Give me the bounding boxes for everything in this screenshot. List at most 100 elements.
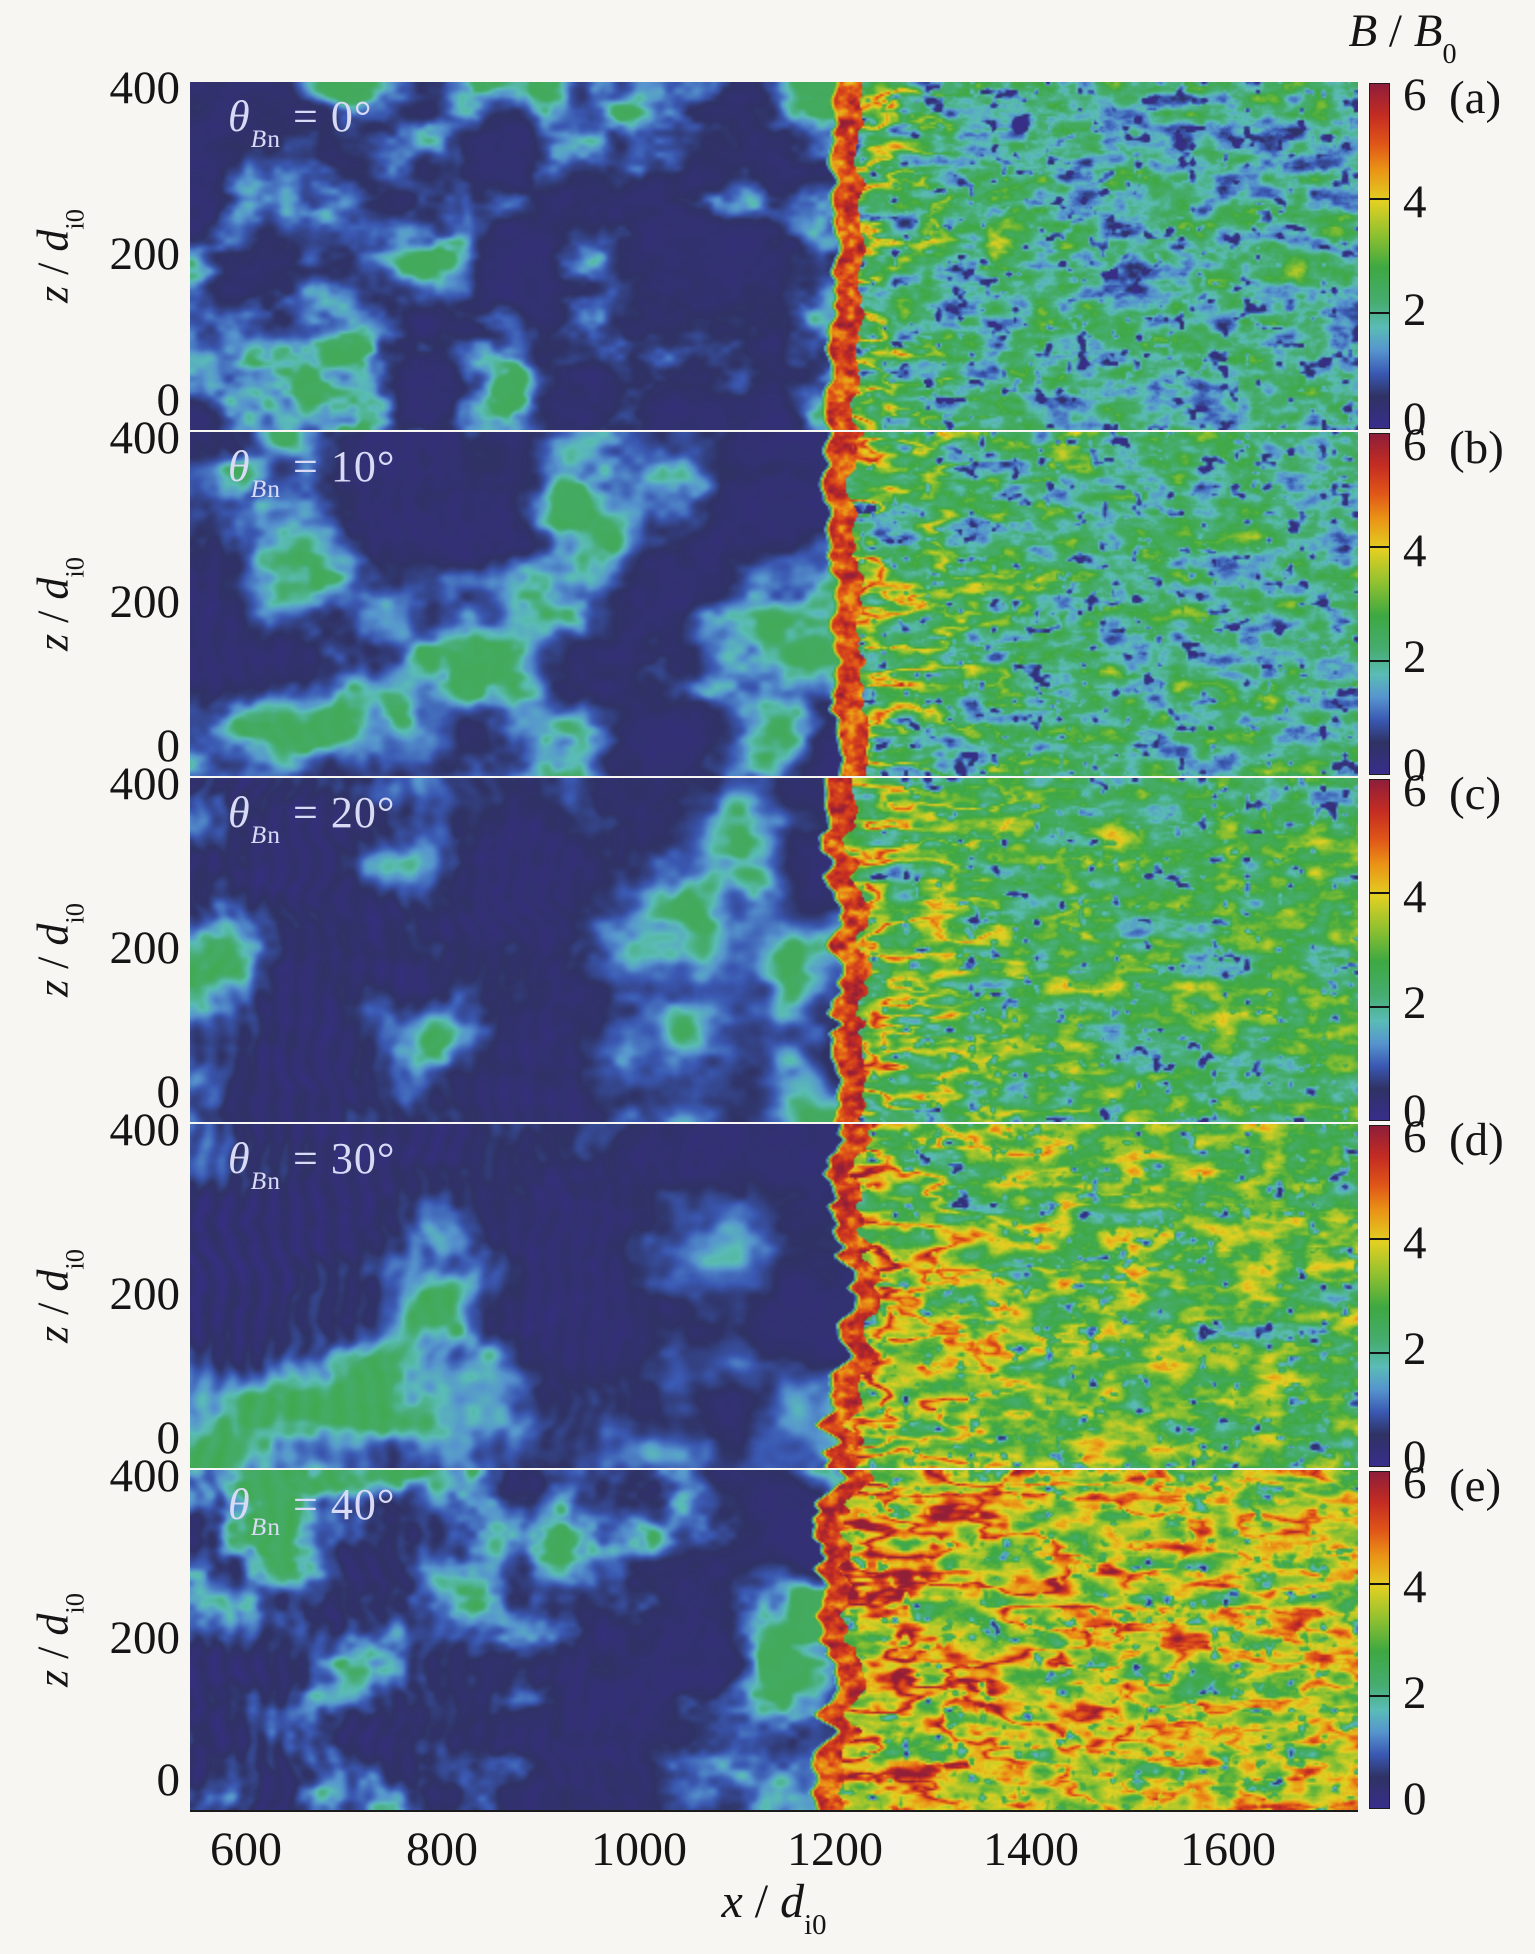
colorbar-tickline-2 <box>1370 1005 1389 1008</box>
z-label-sub: i0 <box>59 903 90 924</box>
cb-tick-6: 6 <box>1403 419 1427 471</box>
z-axis-label: z / di0 <box>28 557 90 651</box>
z-label-slash: / <box>28 251 78 286</box>
panel-row-b: 400 200 0 z / di0 θBn = 10° 6 4 2 0 (b) <box>0 414 1535 791</box>
z-tick-400: 400 <box>109 412 181 464</box>
z-label-var: z <box>28 633 78 651</box>
cb-tick-4: 4 <box>1403 175 1427 228</box>
z-tick-200: 200 <box>109 1612 181 1664</box>
cb-tick-0: 0 <box>1403 739 1427 791</box>
z-tick-200: 200 <box>109 1268 181 1320</box>
z-tick-200: 200 <box>109 228 181 280</box>
z-tick-0: 0 <box>156 1754 181 1806</box>
x-tick-600: 600 <box>210 1823 282 1876</box>
z-axis-label: z / di0 <box>28 903 90 997</box>
heatmap-canvas-e <box>190 1470 1358 1810</box>
cb-tick-0: 0 <box>1403 393 1427 445</box>
theta-value: 30° <box>330 1134 396 1183</box>
z-label-var: z <box>28 1669 78 1687</box>
theta-sub-B: B <box>250 820 268 850</box>
colorbar-tickline-4 <box>1370 892 1389 895</box>
x-tick-1400: 1400 <box>983 1823 1079 1876</box>
z-tick-200: 200 <box>109 576 181 628</box>
theta-label-b: θBn = 10° <box>228 442 395 508</box>
theta-sub-B: B <box>250 124 268 154</box>
z-axis-label: z / di0 <box>28 209 90 303</box>
z-tick-0: 0 <box>156 374 181 426</box>
cb-tick-2: 2 <box>1403 977 1427 1030</box>
z-axis-label: z / di0 <box>28 1593 90 1687</box>
z-label-slash: / <box>28 1291 78 1326</box>
colorbar-tickline-4 <box>1370 1582 1389 1585</box>
z-label-d: d <box>28 577 78 600</box>
x-axis-label: x / di0 <box>614 1874 934 1947</box>
z-label-slash: / <box>28 1635 78 1670</box>
x-tick-1600: 1600 <box>1180 1823 1276 1876</box>
cb-tick-6: 6 <box>1403 765 1427 817</box>
cb-tick-6: 6 <box>1403 1457 1427 1509</box>
colorbar-title-B: B <box>1348 5 1378 57</box>
theta-symbol: θ <box>228 788 251 837</box>
colorbar-tickline-4 <box>1370 546 1389 549</box>
cb-tick-2: 2 <box>1403 1323 1427 1376</box>
cb-tick-4: 4 <box>1403 1561 1427 1614</box>
cb-tick-0: 0 <box>1403 1773 1427 1825</box>
theta-sub-n: n <box>267 474 281 504</box>
z-label-var: z <box>28 1325 78 1343</box>
theta-equals: = <box>280 1134 331 1183</box>
x-tick-1200: 1200 <box>787 1823 883 1876</box>
panel-row-d: 400 200 0 z / di0 θBn = 30° 6 4 2 0 (d) <box>0 1106 1535 1483</box>
heatmap-canvas-d <box>190 1124 1358 1468</box>
colorbar-title: B / B0 <box>1295 2 1510 77</box>
theta-equals: = <box>280 1480 331 1529</box>
colorbar-tickline-4 <box>1370 1238 1389 1241</box>
colorbar-b <box>1369 433 1390 775</box>
x-tick-1000: 1000 <box>591 1823 687 1876</box>
panel-letter-e: (e) <box>1449 1460 1502 1512</box>
z-label-var: z <box>28 285 78 303</box>
colorbar-tickline-2 <box>1370 1695 1389 1697</box>
theta-value: 20° <box>330 788 396 837</box>
x-label-sub: i0 <box>804 1908 827 1941</box>
z-tick-0: 0 <box>156 1412 181 1464</box>
heatmap-canvas-b <box>190 432 1358 776</box>
theta-value: 40° <box>330 1480 396 1529</box>
cb-tick-4: 4 <box>1403 870 1427 923</box>
panel-letter-b: (b) <box>1449 422 1504 474</box>
cb-tick-0: 0 <box>1403 1085 1427 1137</box>
cb-tick-4: 4 <box>1403 1216 1427 1269</box>
cb-tick-2: 2 <box>1403 1666 1427 1719</box>
theta-label-d: θBn = 30° <box>228 1134 395 1200</box>
theta-sub-B: B <box>250 1512 268 1542</box>
theta-sub-B: B <box>250 1166 268 1196</box>
z-axis-label: z / di0 <box>28 1249 90 1343</box>
cb-tick-6: 6 <box>1403 1111 1427 1163</box>
colorbar-tickline-2 <box>1370 1351 1389 1354</box>
panel-row-c: 400 200 0 z / di0 θBn = 20° 6 4 2 0 (c) <box>0 760 1535 1137</box>
theta-label-c: θBn = 20° <box>228 788 395 854</box>
theta-sub-n: n <box>267 1512 281 1542</box>
colorbar-e <box>1369 1471 1390 1809</box>
colorbar-title-sub: 0 <box>1442 38 1457 70</box>
z-tick-200: 200 <box>109 922 181 974</box>
z-tick-400: 400 <box>109 1450 181 1502</box>
z-label-sub: i0 <box>59 1249 90 1270</box>
theta-label-e: θBn = 40° <box>228 1480 395 1546</box>
x-axis-line <box>190 1810 1358 1812</box>
theta-value: 0° <box>330 92 373 141</box>
theta-sub-n: n <box>267 1166 281 1196</box>
z-label-d: d <box>28 1269 78 1292</box>
theta-equals: = <box>280 92 331 141</box>
z-tick-0: 0 <box>156 1066 181 1118</box>
z-tick-400: 400 <box>109 758 181 810</box>
heatmap-canvas-c <box>190 778 1358 1122</box>
z-label-slash: / <box>28 599 78 634</box>
colorbar-title-B0: B <box>1413 5 1443 57</box>
x-label-slash: / <box>742 1875 781 1928</box>
theta-sub-n: n <box>267 820 281 850</box>
z-label-d: d <box>28 229 78 252</box>
panel-row-e: 400 200 0 z / di0 θBn = 40° 6 4 2 0 (e) <box>0 1452 1535 1825</box>
z-label-d: d <box>28 923 78 946</box>
x-label-var: x <box>721 1875 743 1928</box>
